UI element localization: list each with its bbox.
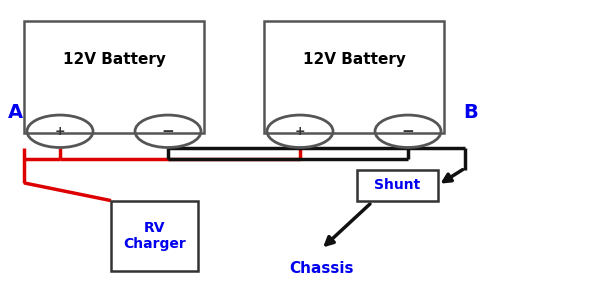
Text: 12V Battery: 12V Battery (62, 53, 166, 67)
Text: +: + (55, 125, 65, 138)
Text: −: − (161, 124, 175, 139)
Text: −: − (401, 124, 415, 139)
Text: B: B (464, 103, 478, 122)
Text: RV
Charger: RV Charger (123, 221, 186, 251)
FancyBboxPatch shape (357, 170, 438, 201)
FancyBboxPatch shape (264, 21, 444, 133)
Text: +: + (295, 125, 305, 138)
Text: Chassis: Chassis (289, 261, 353, 276)
FancyBboxPatch shape (111, 201, 198, 271)
FancyBboxPatch shape (24, 21, 204, 133)
Text: Shunt: Shunt (374, 178, 421, 192)
Text: A: A (7, 103, 23, 122)
Text: 12V Battery: 12V Battery (302, 53, 406, 67)
